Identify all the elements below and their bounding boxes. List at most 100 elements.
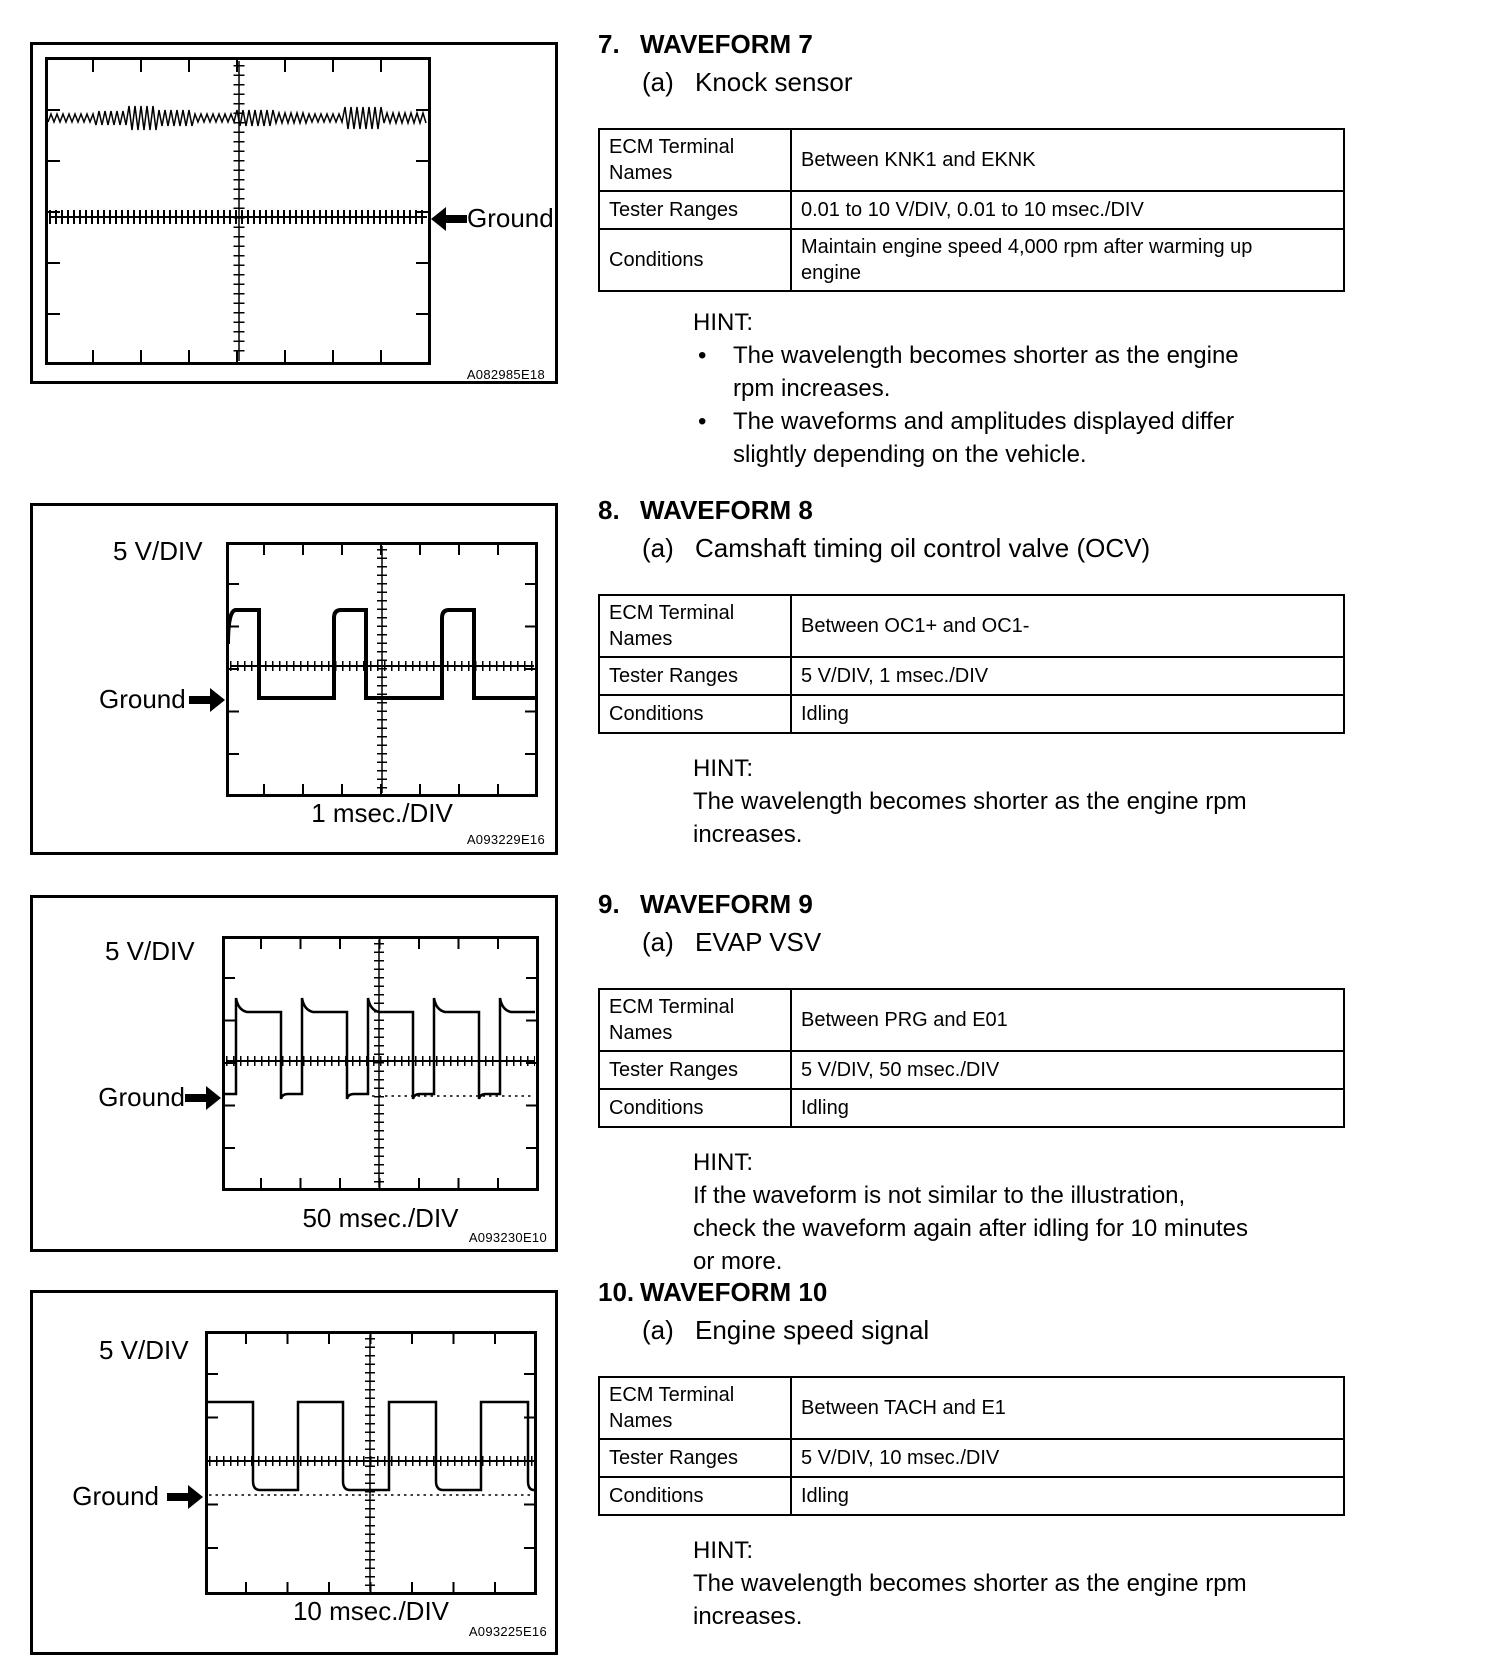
figure-code: A093225E16: [468, 1624, 547, 1639]
row-value: Between OC1+ and OC1-: [790, 594, 1345, 658]
figure-waveform7: Ground A082985E18: [30, 42, 558, 384]
row-label: Tester Ranges: [598, 190, 792, 230]
row-value: Between PRG and E01: [790, 988, 1345, 1052]
ground-label: Ground: [98, 1082, 185, 1112]
hint-line: increases.: [693, 1603, 803, 1630]
table-row: Conditions Idling: [598, 1476, 1345, 1516]
row-value: 0.01 to 10 V/DIV, 0.01 to 10 msec./DIV: [790, 190, 1345, 230]
ground-label: Ground: [72, 1481, 159, 1511]
row-label: Tester Ranges: [598, 1438, 792, 1478]
hint-line: The wavelength becomes shorter as the en…: [733, 342, 1239, 369]
time-per-div-label: 10 msec./DIV: [292, 1596, 450, 1626]
section-title: WAVEFORM 10: [640, 1277, 828, 1307]
row-label: Conditions: [598, 228, 792, 292]
subitem-text: Camshaft timing oil control valve (OCV): [695, 533, 1151, 563]
spec-table: ECM Terminal Names Between KNK1 and EKNK…: [598, 128, 1345, 292]
ground-pointer: Ground: [89, 1082, 221, 1113]
table-row: ECM Terminal Names Between TACH and E1: [598, 1376, 1345, 1440]
ground-arrow-right-icon: [167, 1484, 203, 1510]
ocv-square-wave-trace: [226, 608, 535, 700]
row-value: 5 V/DIV, 1 msec./DIV: [790, 656, 1345, 696]
section-number: 7.: [598, 29, 620, 59]
hint-line: or more.: [693, 1248, 783, 1275]
section-title: WAVEFORM 8: [640, 495, 813, 525]
evap-vsv-pulse-trace: [224, 997, 535, 1100]
row-value: Idling: [790, 694, 1345, 734]
hint-bullet-list: The wavelength becomes shorter as the en…: [698, 339, 1365, 471]
figure-waveform10: 5 V/DIV Ground 10 msec./DIV A093225E16: [30, 1290, 558, 1655]
spec-table: ECM Terminal Names Between TACH and E1 T…: [598, 1376, 1345, 1516]
section-heading: 7. WAVEFORM 7: [575, 28, 1365, 60]
ground-arrow-left-icon: [431, 206, 467, 232]
subitem-label: (a): [642, 1315, 674, 1345]
table-row: Conditions Idling: [598, 1088, 1345, 1128]
table-row: Tester Ranges 5 V/DIV, 10 msec./DIV: [598, 1438, 1345, 1478]
hint-text: If the waveform is not similar to the il…: [693, 1179, 1365, 1278]
hint-line: The waveforms and amplitudes displayed d…: [733, 408, 1235, 435]
volts-per-div-label: 5 V/DIV: [99, 1335, 189, 1365]
ground-label: Ground: [99, 684, 186, 714]
subitem-text: EVAP VSV: [695, 927, 822, 957]
figure-waveform8: 5 V/DIV Ground 1 msec./DIV A093229E16: [30, 503, 558, 855]
hint-bullet: The wavelength becomes shorter as the en…: [698, 339, 1365, 405]
hint-line: The wavelength becomes shorter as the en…: [693, 1570, 1247, 1597]
spec-table: ECM Terminal Names Between OC1+ and OC1-…: [598, 594, 1345, 734]
section-number: 10.: [598, 1277, 635, 1307]
hint-label: HINT:: [693, 1149, 753, 1176]
hint-label: HINT:: [693, 309, 753, 336]
row-label: Conditions: [598, 694, 792, 734]
section-subitem: (a) EVAP VSV: [575, 926, 1365, 958]
subitem-label: (a): [642, 67, 674, 97]
engine-speed-square-trace: [207, 1400, 535, 1492]
row-value: 5 V/DIV, 50 msec./DIV: [790, 1050, 1345, 1090]
section-subitem: (a) Engine speed signal: [575, 1314, 1365, 1346]
row-value: Between KNK1 and EKNK: [790, 128, 1345, 192]
row-label: Tester Ranges: [598, 656, 792, 696]
table-row: Tester Ranges 5 V/DIV, 1 msec./DIV: [598, 656, 1345, 696]
spec-table: ECM Terminal Names Between PRG and E01 T…: [598, 988, 1345, 1128]
subitem-text: Knock sensor: [695, 67, 853, 97]
figure-code: A093230E10: [468, 1230, 547, 1245]
table-row: ECM Terminal Names Between PRG and E01: [598, 988, 1345, 1052]
hint-line: increases.: [693, 821, 803, 848]
ground-pointer: Ground: [61, 1481, 203, 1512]
figure-waveform9: 5 V/DIV Ground 50 msec./DIV A093230E10: [30, 895, 558, 1252]
row-value: 5 V/DIV, 10 msec./DIV: [790, 1438, 1345, 1478]
table-row: ECM Terminal Names Between KNK1 and EKNK: [598, 128, 1345, 192]
row-label: Conditions: [598, 1476, 792, 1516]
subitem-label: (a): [642, 927, 674, 957]
table-row: Tester Ranges 0.01 to 10 V/DIV, 0.01 to …: [598, 190, 1345, 230]
section-subitem: (a) Knock sensor: [575, 66, 1365, 98]
row-value: Idling: [790, 1088, 1345, 1128]
hint-text: The wavelength becomes shorter as the en…: [693, 1567, 1365, 1633]
section-waveform-10: 10. WAVEFORM 10 (a) Engine speed signal EC…: [575, 1276, 1365, 1633]
row-value: Idling: [790, 1476, 1345, 1516]
section-waveform-9: 9. WAVEFORM 9 (a) EVAP VSV ECM Terminal Na…: [575, 888, 1365, 1278]
row-value: Maintain engine speed 4,000 rpm after wa…: [790, 228, 1345, 292]
table-row: Conditions Maintain engine speed 4,000 r…: [598, 228, 1345, 292]
oscilloscope-ocv: [226, 542, 538, 797]
subitem-label: (a): [642, 533, 674, 563]
section-number: 8.: [598, 495, 620, 525]
oscilloscope-evap-vsv: [222, 936, 539, 1191]
section-heading: 9. WAVEFORM 9: [575, 888, 1365, 920]
row-value: Between TACH and E1: [790, 1376, 1345, 1440]
hint-text: The wavelength becomes shorter as the en…: [693, 785, 1365, 851]
hint-bullet: The waveforms and amplitudes displayed d…: [698, 405, 1365, 471]
oscilloscope-knock-sensor: [45, 57, 431, 365]
ground-arrow-right-icon: [185, 1085, 221, 1111]
figure-code: A093229E16: [466, 832, 545, 847]
table-row: ECM Terminal Names Between OC1+ and OC1-: [598, 594, 1345, 658]
section-title: WAVEFORM 9: [640, 889, 813, 919]
volts-per-div-label: 5 V/DIV: [113, 536, 203, 566]
ground-arrow-right-icon: [189, 687, 225, 713]
ground-pointer: Ground: [431, 203, 554, 234]
table-row: Tester Ranges 5 V/DIV, 50 msec./DIV: [598, 1050, 1345, 1090]
row-label: ECM Terminal Names: [598, 594, 792, 658]
row-label: Conditions: [598, 1088, 792, 1128]
oscilloscope-engine-speed: [205, 1331, 537, 1595]
section-title: WAVEFORM 7: [640, 29, 813, 59]
table-row: Conditions Idling: [598, 694, 1345, 734]
subitem-text: Engine speed signal: [695, 1315, 930, 1345]
